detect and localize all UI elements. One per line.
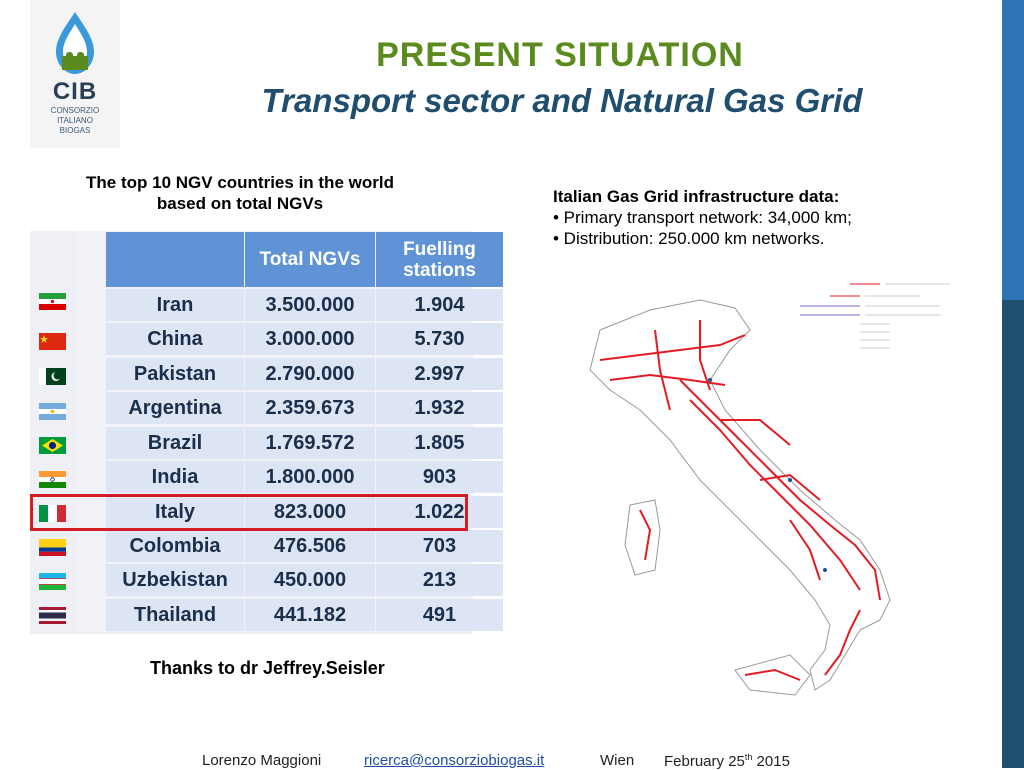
total-ngvs-cell: 1.800.000 [245,461,375,493]
logo-line2: ITALIANO [57,116,93,125]
fuelling-stations-cell: 1.932 [376,392,503,424]
total-ngvs-cell: 823.000 [245,496,375,528]
country-cell: Brazil [106,427,244,459]
fuelling-stations-cell: 491 [376,599,503,631]
table-row: Brazil 1.769.572 1.805 [106,426,503,460]
footer-date: February 25th 2015 [664,752,790,770]
grid-info-bullet: • Primary transport network: 34,000 km; [553,208,852,227]
fuelling-stations-cell: 1.022 [376,496,503,528]
total-ngvs-cell: 1.769.572 [245,427,375,459]
table-row: India 1.800.000 903 [106,460,503,494]
fuelling-stations-cell: 213 [376,564,503,596]
total-ngvs-cell: 2.359.673 [245,392,375,424]
fuelling-stations-cell: 703 [376,530,503,562]
gas-drop-icon [56,12,94,74]
country-cell: Uzbekistan [106,564,244,596]
table-caption: The top 10 NGV countries in the world ba… [60,172,420,214]
table-row: Italy 823.000 1.022 [106,495,503,529]
grid-info-heading: Italian Gas Grid infrastructure data: [553,187,840,206]
country-cell: China [106,323,244,355]
header-fuel-line2: stations [403,259,476,281]
flag-column [30,231,75,634]
decorative-side-accent [1002,0,1024,300]
brazil-flag-icon [39,437,66,454]
italy-outline [589,299,891,691]
gas-pipeline-network [599,320,881,681]
table-row: Colombia 476.506 703 [106,529,503,563]
country-cell: Italy [106,496,244,528]
footer-email-link[interactable]: ricerca@consorziobiogas.it [364,752,545,769]
fuelling-stations-cell: 903 [376,461,503,493]
cib-logo: CIB CONSORZIO ITALIANO BIOGAS [30,0,120,148]
table-row: Argentina 2.359.673 1.932 [106,391,503,425]
total-ngvs-cell: 2.790.000 [245,358,375,390]
map-markers [708,378,827,572]
italy-gas-grid-map [560,270,1000,720]
table-row: Thailand 441.182 491 [106,598,503,632]
footer-city: Wien [600,752,635,769]
map-legend [800,283,950,349]
slide-subtitle: Transport sector and Natural Gas Grid [261,82,863,119]
country-cell: Argentina [106,392,244,424]
italy-flag-icon [39,505,66,522]
total-ngvs-cell: 3.500.000 [245,289,375,321]
thanks-note: Thanks to dr Jeffrey.Seisler [150,658,385,678]
header-fuelling-stations: Fuelling stations [376,232,503,287]
header-fuel-line1: Fuelling [403,238,476,260]
iran-flag-icon [39,293,66,310]
table-caption-line1: The top 10 NGV countries in the world [86,173,394,192]
sardinia-outline [624,499,661,576]
thailand-flag-icon [39,607,66,624]
italy-highlight-box [30,494,468,531]
india-flag-icon [39,471,66,488]
colombia-flag-icon [39,539,66,556]
total-ngvs-cell: 3.000.000 [245,323,375,355]
table-header-row: Total NGVs Fuelling stations [106,231,503,288]
china-flag-icon [39,333,66,350]
country-cell: Pakistan [106,358,244,390]
total-ngvs-cell: 476.506 [245,530,375,562]
fuelling-stations-cell: 1.904 [376,289,503,321]
fuelling-stations-cell: 1.805 [376,427,503,459]
header-total-ngvs: Total NGVs [245,232,375,287]
fuelling-stations-cell: 5.730 [376,323,503,355]
logo-abbr: CIB [52,78,98,105]
total-ngvs-cell: 450.000 [245,564,375,596]
table-row: China 3.000.000 5.730 [106,322,503,356]
fuelling-stations-cell: 2.997 [376,358,503,390]
logo-line1: CONSORZIO [50,106,100,115]
ngv-table: Total NGVs Fuelling stations Iran 3.500.00… [30,231,503,634]
footer-date-year: 2015 [752,753,790,770]
country-cell: India [106,461,244,493]
table-row: Uzbekistan 450.000 213 [106,563,503,597]
country-cell: Colombia [106,530,244,562]
pakistan-flag-icon [39,368,66,385]
header-country [106,232,244,287]
footer-date-suffix: th [744,752,753,762]
grid-info-bullet: • Distribution: 250.000 km networks. [553,229,825,248]
grid-info: Italian Gas Grid infrastructure data: • … [553,186,852,249]
country-cell: Thailand [106,599,244,631]
map-svg [589,283,950,696]
argentina-flag-icon [39,403,66,420]
country-cell: Iran [106,289,244,321]
logo-line3: BIOGAS [59,126,91,135]
sicily-outline [734,654,811,696]
table-row: Iran 3.500.000 1.904 [106,288,503,322]
uzbekistan-flag-icon [39,573,66,590]
slide-title: PRESENT SITUATION [376,36,744,74]
footer-author: Lorenzo Maggioni [202,752,322,769]
table-row: Pakistan 2.790.000 2.997 [106,357,503,391]
total-ngvs-cell: 441.182 [245,599,375,631]
table-caption-line2: based on total NGVs [156,194,324,213]
footer-date-main: February 25 [664,753,745,770]
